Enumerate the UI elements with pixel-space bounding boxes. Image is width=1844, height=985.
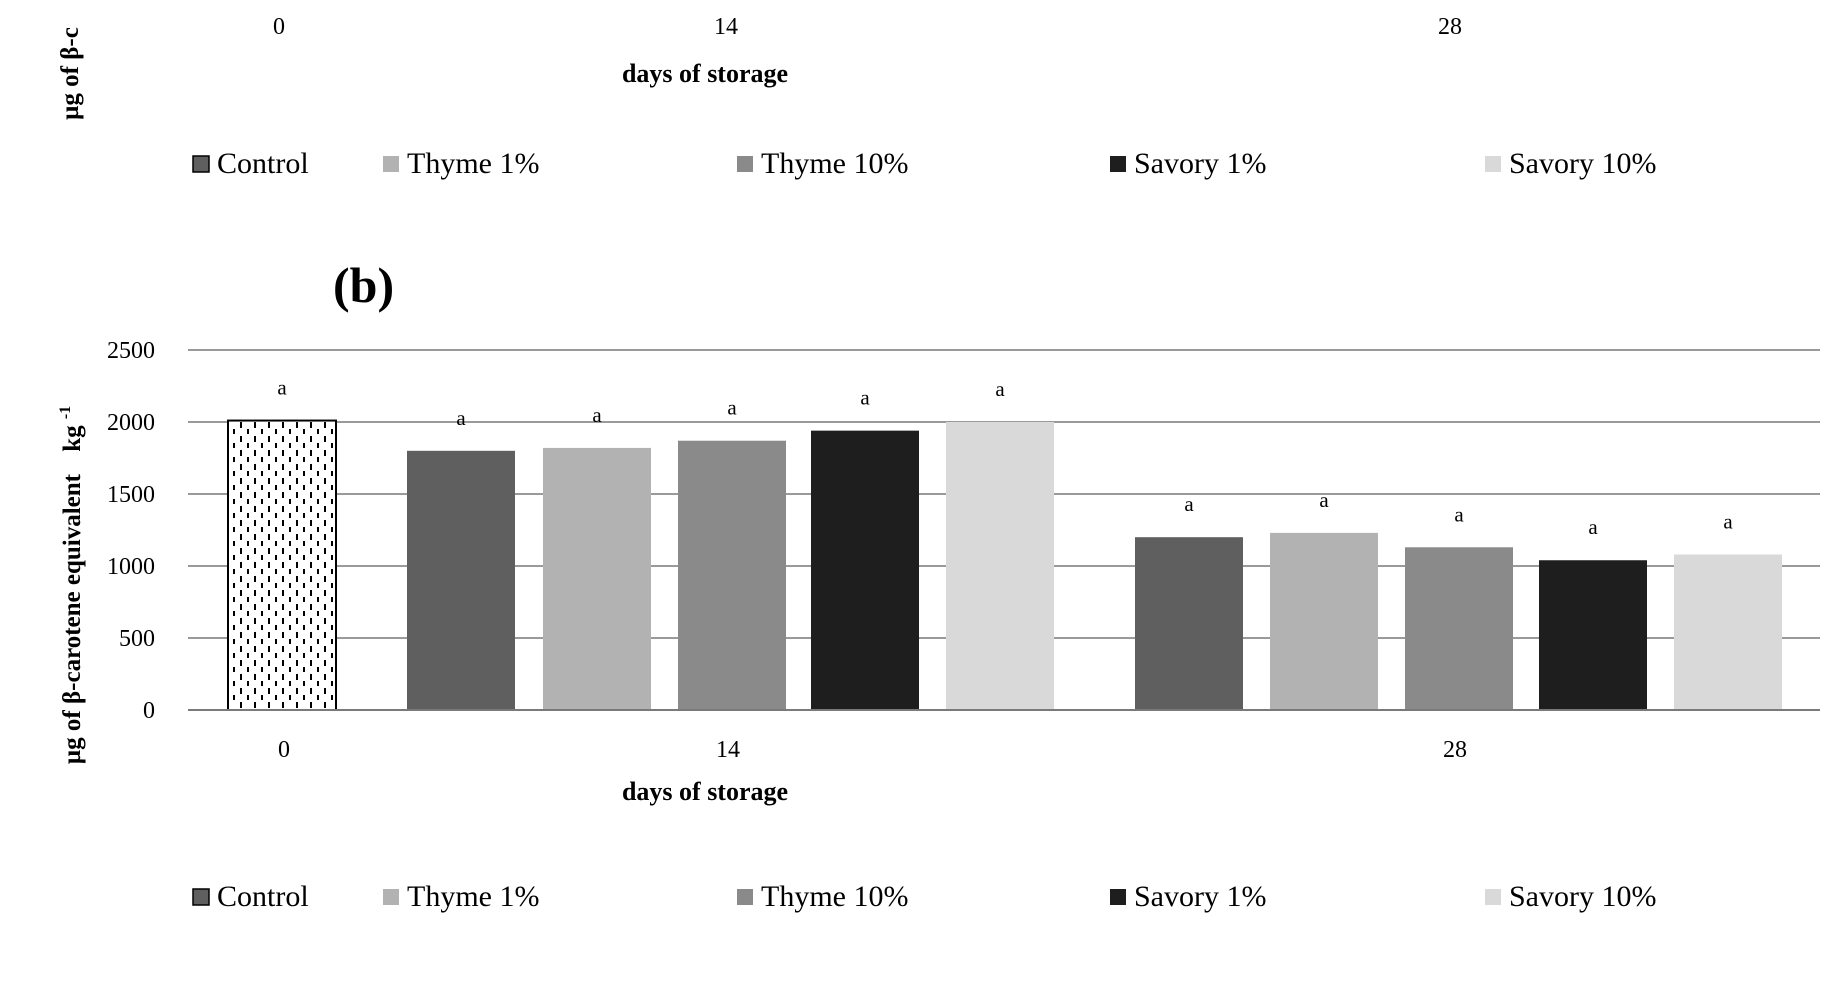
- bar-day14-thyme-1-: [543, 447, 651, 710]
- y-tick-2000: 2000: [107, 410, 155, 436]
- sig-label-day14-2: a: [727, 396, 737, 420]
- top-panel-fragment: µg of β-c 0 14 28 days of storage Contro…: [57, 14, 1656, 180]
- top-legend-swatch-3: [1110, 156, 1126, 172]
- bar-day14-thyme-10-: [678, 440, 786, 710]
- y-tick-500: 500: [119, 626, 155, 652]
- y-tick-labels: 0 500 1000 1500 2000 2500: [107, 338, 155, 724]
- legend-label-1: Thyme 1%: [407, 880, 539, 913]
- sig-label-day28-0: a: [1184, 492, 1194, 516]
- sig-label-day14-1: a: [592, 403, 602, 427]
- legend-swatch-0: [192, 888, 210, 906]
- y-tick-1000: 1000: [107, 554, 155, 580]
- x-tick-14: 14: [716, 737, 740, 763]
- top-legend-label-0: Control: [217, 147, 309, 180]
- top-xlabel: days of storage: [622, 59, 788, 88]
- sig-label-day28-1: a: [1319, 488, 1329, 512]
- sig-label-day14-4: a: [995, 377, 1005, 401]
- legend-swatch-2: [737, 889, 753, 905]
- sig-label-day28-3: a: [1588, 515, 1598, 539]
- y-axis-label-unit: kg: [59, 425, 86, 452]
- top-legend-swatch-2: [737, 156, 753, 172]
- y-axis-label: µg of β-carotene equivalent kg -1: [57, 406, 86, 765]
- sig-label-day0-0: a: [277, 376, 287, 400]
- sig-label-day14-0: a: [456, 406, 466, 430]
- bar-day14-savory-1-: [811, 430, 919, 710]
- legend-label-4: Savory 10%: [1509, 880, 1656, 913]
- legend-label-3: Savory 1%: [1134, 880, 1266, 913]
- bar-day28-savory-10-: [1674, 554, 1782, 710]
- sig-label-day14-3: a: [860, 386, 870, 410]
- bars: [188, 419, 1820, 711]
- top-xtick-14: 14: [714, 14, 738, 40]
- svg-text:µg of β-carotene equivalent: µg of β-carotene equivalent kg -1: [57, 406, 86, 765]
- legend-swatch-1: [383, 889, 399, 905]
- bar-day28-control: [1135, 537, 1243, 710]
- bar-day28-savory-1-: [1539, 560, 1647, 710]
- legend-label-2: Thyme 10%: [761, 880, 908, 913]
- x-tick-labels: 0 14 28: [278, 737, 1467, 763]
- top-legend-label-3: Savory 1%: [1134, 147, 1266, 180]
- top-ylabel-fragment: µg of β-c: [57, 27, 84, 120]
- y-tick-2500: 2500: [107, 338, 155, 364]
- sig-label-day28-2: a: [1454, 502, 1464, 526]
- bar-day28-thyme-1-: [1270, 532, 1378, 710]
- legend-swatch-3: [1110, 889, 1126, 905]
- top-legend-label-1: Thyme 1%: [407, 147, 539, 180]
- significance-labels: a a a a a a a a a a a: [277, 376, 1733, 540]
- bottom-legend: Control Thyme 1% Thyme 10% Savory 1% Savory …: [192, 880, 1656, 913]
- top-legend-swatch-1: [383, 156, 399, 172]
- bar-day14-savory-10-: [946, 422, 1054, 710]
- y-axis-label-exp: -1: [57, 406, 74, 419]
- bar-day0-day-0: [227, 419, 337, 711]
- top-xtick-0: 0: [273, 14, 285, 40]
- legend-label-0: Control: [217, 880, 309, 913]
- bar-day14-control: [407, 450, 515, 710]
- y-tick-0: 0: [143, 698, 155, 724]
- top-legend-swatch-4: [1485, 156, 1501, 172]
- legend-swatch-4: [1485, 889, 1501, 905]
- y-axis-label-main: µg of β-carotene equivalent: [59, 473, 86, 764]
- y-tick-1500: 1500: [107, 482, 155, 508]
- bar-day28-thyme-10-: [1405, 547, 1513, 710]
- x-axis-label: days of storage: [622, 777, 788, 806]
- x-tick-0: 0: [278, 737, 290, 763]
- top-xtick-28: 28: [1438, 14, 1462, 40]
- panel-label: (b): [333, 257, 394, 313]
- top-legend-label-2: Thyme 10%: [761, 147, 908, 180]
- sig-label-day28-4: a: [1723, 509, 1733, 533]
- top-legend-label-4: Savory 10%: [1509, 147, 1656, 180]
- x-tick-28: 28: [1443, 737, 1467, 763]
- top-legend: Control Thyme 1% Thyme 10% Savory 1% Savory …: [192, 147, 1656, 180]
- top-legend-swatch-0: [192, 155, 210, 173]
